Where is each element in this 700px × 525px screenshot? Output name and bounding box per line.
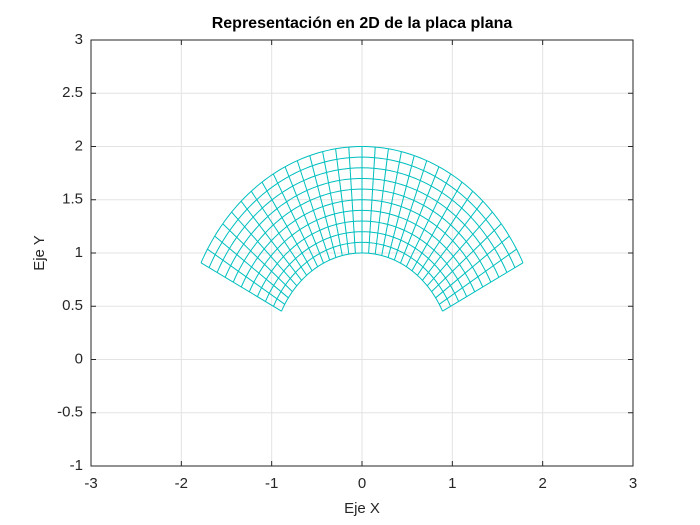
y-tick-label: 3 xyxy=(75,31,83,48)
x-tick-label: 1 xyxy=(448,475,456,492)
mesh-radial xyxy=(309,155,337,258)
y-tick-label: -1 xyxy=(70,457,83,474)
mesh-radial xyxy=(405,173,452,267)
y-axis-label: Eje Y xyxy=(31,235,48,271)
y-tick-label: 1.5 xyxy=(62,191,83,208)
mesh-radial xyxy=(231,211,298,287)
mesh-radial xyxy=(368,147,376,254)
mesh-radial xyxy=(442,262,524,312)
y-tick-label: 1 xyxy=(75,244,83,261)
mesh-radial xyxy=(284,166,325,264)
mesh-radial xyxy=(222,223,293,292)
mesh-radial xyxy=(240,200,302,281)
x-tick-label: -1 xyxy=(265,475,278,492)
mesh-radial xyxy=(348,147,356,254)
mesh-radial xyxy=(272,173,319,267)
mesh-radial xyxy=(381,151,402,256)
axes-box xyxy=(90,39,634,467)
mesh-radial xyxy=(322,151,343,256)
y-tick-label: -0.5 xyxy=(57,404,83,421)
y-tick-label: 0.5 xyxy=(62,297,83,314)
mesh-radial xyxy=(435,235,510,299)
mesh-radial xyxy=(438,248,517,305)
x-tick-label: 3 xyxy=(629,475,637,492)
x-tick-label: -2 xyxy=(175,475,188,492)
y-tick-label: 2.5 xyxy=(62,84,83,101)
mesh-radial xyxy=(393,160,428,261)
x-tick-label: 2 xyxy=(538,475,546,492)
x-axis-label: Eje X xyxy=(344,500,380,517)
x-tick-label: -3 xyxy=(84,475,97,492)
mesh-radial xyxy=(399,166,440,264)
x-tick-label: 0 xyxy=(358,475,366,492)
mesh-radial xyxy=(335,148,350,255)
mesh-radial xyxy=(416,190,474,276)
mesh-radial xyxy=(374,148,389,255)
mesh-radial xyxy=(387,155,415,258)
y-tick-label: 0 xyxy=(75,350,83,367)
chart-title: Representación en 2D de la placa plana xyxy=(212,15,513,32)
mesh-radial xyxy=(422,200,484,281)
mesh-radial xyxy=(426,211,493,287)
mesh-radial xyxy=(200,262,282,312)
y-tick-label: 2 xyxy=(75,137,83,154)
mesh-radial xyxy=(411,181,463,272)
mesh-radial xyxy=(214,235,289,299)
mesh-radial xyxy=(431,223,502,292)
mesh-radial xyxy=(261,181,313,272)
mesh-radial xyxy=(250,190,308,276)
mesh-radial xyxy=(207,248,286,305)
mesh-radial xyxy=(296,160,331,261)
